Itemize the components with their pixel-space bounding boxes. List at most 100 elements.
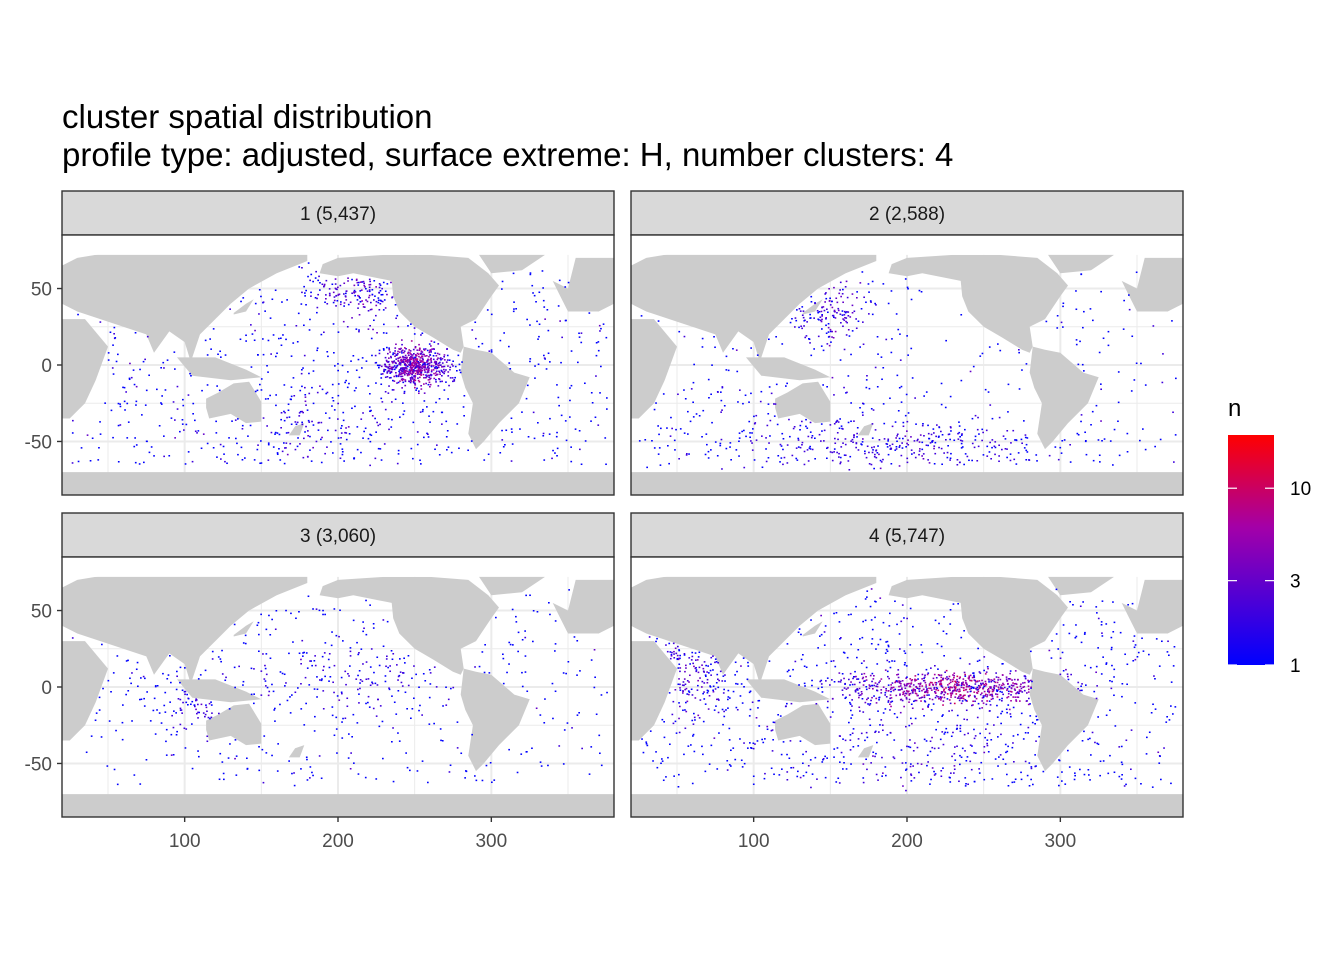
data-cell — [327, 658, 330, 661]
data-cell — [488, 350, 491, 352]
data-cell — [182, 701, 184, 704]
data-cell — [197, 750, 199, 752]
data-cell — [400, 361, 403, 363]
data-cell — [301, 369, 303, 371]
data-cell — [399, 436, 402, 439]
data-cell — [969, 674, 972, 677]
data-cell — [430, 364, 433, 367]
data-cell — [692, 735, 694, 737]
data-cell — [753, 423, 756, 425]
data-cell — [851, 304, 854, 307]
data-cell — [138, 463, 141, 465]
data-cell — [688, 691, 691, 693]
data-cell — [253, 339, 256, 342]
data-cell — [145, 389, 148, 392]
data-cell — [906, 286, 909, 289]
data-cell — [167, 674, 170, 676]
data-cell — [1035, 765, 1037, 767]
data-cell — [409, 363, 412, 366]
data-cell — [869, 605, 872, 608]
data-cell — [307, 435, 309, 437]
data-cell — [853, 434, 855, 437]
data-cell — [440, 369, 443, 372]
data-cell — [1023, 675, 1026, 677]
data-cell — [756, 740, 759, 742]
data-cell — [536, 611, 539, 613]
x-tick-label: 300 — [1044, 831, 1076, 852]
data-cell — [811, 684, 813, 687]
data-cell — [967, 695, 970, 697]
data-cell — [712, 655, 714, 657]
data-cell — [369, 283, 372, 286]
data-cell — [852, 677, 854, 680]
data-cell — [906, 676, 908, 678]
data-cell — [717, 686, 720, 689]
data-cell — [724, 674, 726, 676]
data-cell — [898, 689, 901, 691]
data-cell — [1130, 768, 1132, 771]
data-cell — [1028, 459, 1031, 461]
data-cell — [882, 367, 885, 369]
data-cell — [986, 445, 989, 448]
data-cell — [839, 761, 841, 763]
data-cell — [1101, 600, 1104, 602]
data-cell — [752, 742, 755, 745]
data-cell — [923, 435, 925, 437]
data-cell — [328, 417, 331, 419]
data-cell — [346, 697, 349, 700]
data-cell — [991, 679, 994, 682]
data-cell — [102, 687, 104, 690]
data-cell — [1166, 716, 1168, 718]
data-cell — [418, 363, 420, 365]
data-cell — [116, 783, 119, 786]
data-cell — [426, 359, 429, 362]
data-cell — [822, 758, 825, 760]
data-cell — [415, 358, 417, 360]
data-cell — [831, 451, 834, 454]
data-cell — [354, 405, 356, 408]
data-cell — [933, 688, 936, 690]
data-cell — [546, 309, 549, 311]
data-cell — [901, 688, 903, 691]
data-cell — [366, 300, 369, 303]
data-cell — [874, 429, 877, 431]
data-cell — [726, 760, 729, 762]
data-cell — [426, 355, 428, 357]
data-cell — [373, 671, 375, 674]
data-cell — [888, 661, 891, 663]
data-cell — [865, 456, 868, 459]
data-cell — [342, 717, 344, 720]
data-cell — [774, 403, 777, 405]
data-cell — [450, 687, 452, 690]
data-cell — [427, 379, 430, 381]
data-cell — [169, 655, 171, 657]
data-cell — [304, 295, 306, 297]
data-cell — [390, 376, 392, 379]
data-cell — [800, 658, 803, 661]
data-cell — [833, 394, 835, 396]
data-cell — [1123, 785, 1126, 787]
data-cell — [549, 613, 551, 616]
data-cell — [1135, 362, 1138, 365]
data-cell — [889, 448, 892, 450]
data-cell — [679, 667, 682, 669]
data-cell — [900, 385, 903, 388]
data-cell — [410, 353, 412, 355]
data-cell — [390, 281, 392, 284]
data-cell — [727, 698, 729, 701]
data-cell — [474, 775, 476, 777]
data-cell — [1014, 670, 1017, 672]
data-cell — [859, 346, 861, 348]
data-cell — [865, 666, 868, 669]
data-cell — [891, 682, 894, 684]
data-cell — [271, 754, 273, 757]
data-cell — [821, 761, 824, 763]
data-cell — [501, 280, 504, 283]
data-cell — [401, 685, 404, 687]
data-cell — [1028, 680, 1030, 682]
data-cell — [918, 697, 921, 700]
data-cell — [930, 689, 933, 691]
data-cell — [911, 679, 914, 681]
data-cell — [689, 663, 691, 665]
data-cell — [893, 757, 896, 760]
